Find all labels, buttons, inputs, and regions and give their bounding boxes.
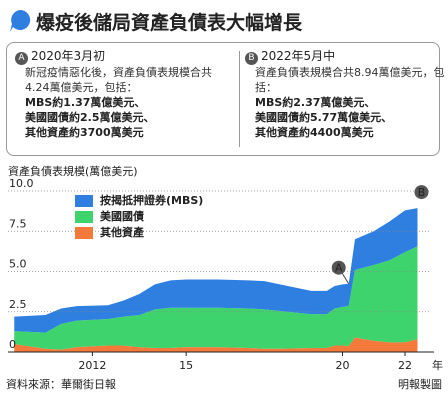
y-tick-label: 7.5	[9, 217, 27, 230]
item: 美國國債約2.5萬億美元、	[25, 111, 155, 124]
area	[14, 246, 418, 350]
date: 2022年5月中	[261, 49, 336, 63]
x-tick-label: 2012	[78, 359, 106, 372]
annotation-label: A	[335, 262, 343, 275]
legend-label: 按揭抵押證券(MBS)	[100, 193, 203, 207]
x-tick-label: 15	[179, 359, 193, 372]
item: MBS約1.37萬億美元、	[25, 96, 146, 109]
item: 其他資產約4400萬美元	[255, 126, 374, 139]
legend-swatch	[75, 195, 93, 207]
credit: 明報製圖	[398, 377, 442, 391]
panel: B 2022年5月中 資產負債表規模合共8.94萬億美元，包括： MBS約2.37萬億…	[245, 49, 445, 140]
y-axis-label: 資產負債表規模(萬億美元)	[8, 164, 138, 178]
area	[14, 208, 418, 333]
area	[14, 337, 418, 352]
x-unit: 年	[432, 358, 443, 372]
y-tick-label: 2.5	[9, 298, 27, 311]
y-tick-label: 0	[9, 338, 16, 351]
item: 其他資產約3700萬美元	[25, 126, 144, 139]
annotation-marker	[331, 260, 346, 275]
y-tick-label: 5.0	[9, 258, 27, 271]
divider	[239, 51, 240, 147]
info-box: A 2020年3月初 新冠疫情惡化後，資產負債表規模合共4.24萬億美元，包括： MB…	[6, 42, 445, 156]
source: 資料來源：華爾街日報	[6, 377, 116, 391]
legend-swatch	[75, 211, 93, 223]
item: 美國國債約5.77萬億美元、	[255, 111, 393, 124]
title: 爆疫後儲局資產負債表大幅增長	[36, 12, 303, 34]
marker: B	[245, 52, 258, 65]
date: 2020年3月初	[31, 49, 106, 63]
annotation-marker	[414, 185, 429, 200]
panel-heading: A 2020年3月初	[15, 49, 215, 65]
x-tick-label: 20	[335, 359, 349, 372]
panel: A 2020年3月初 新冠疫情惡化後，資產負債表規模合共4.24萬億美元，包括： MB…	[15, 49, 215, 140]
marker: A	[15, 52, 28, 65]
annotation-label: B	[418, 186, 426, 199]
x-tick-label: 22	[398, 359, 412, 372]
title-icon	[10, 9, 31, 32]
description: 新冠疫情惡化後，資產負債表規模合共4.24萬億美元，包括：	[25, 66, 212, 94]
legend-label: 美國國債	[100, 209, 144, 223]
item: MBS約2.37萬億美元、	[255, 96, 376, 109]
y-tick-label: 10.0	[9, 177, 34, 190]
legend-label: 其他資產	[100, 225, 144, 239]
description: 資產負債表規模合共8.94萬億美元，包括：	[255, 66, 445, 94]
legend-swatch	[75, 227, 93, 239]
panel-heading: B 2022年5月中	[245, 49, 445, 65]
